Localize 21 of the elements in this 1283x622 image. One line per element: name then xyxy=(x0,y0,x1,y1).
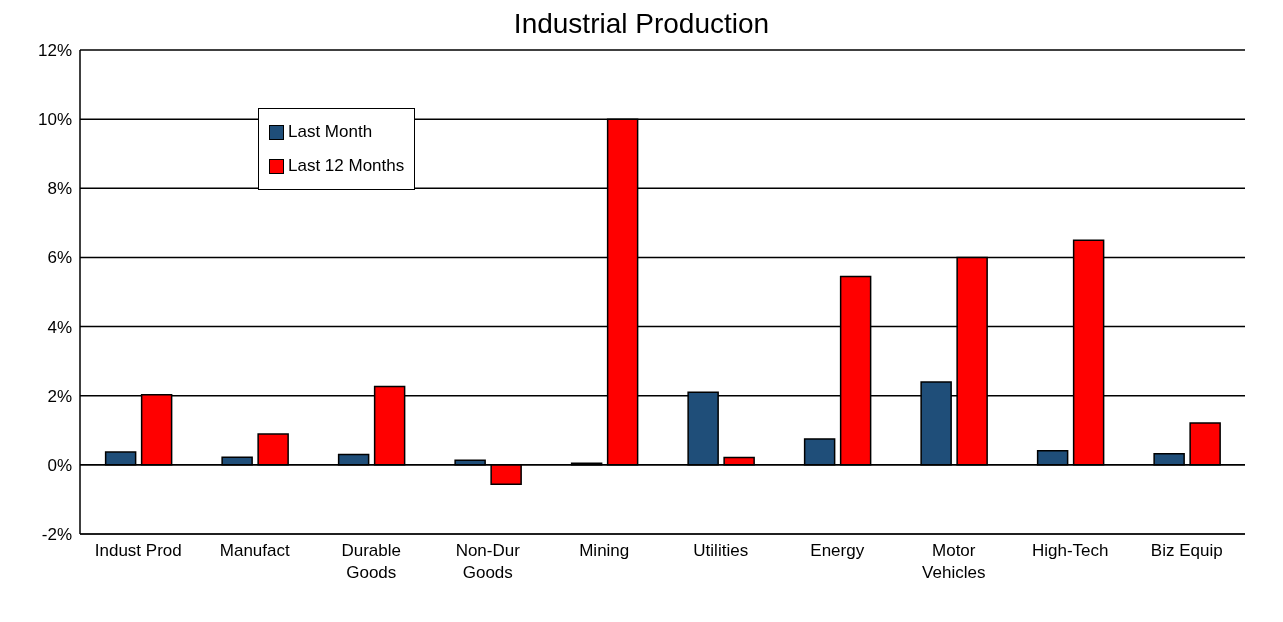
x-tick-label: Manufact xyxy=(219,541,290,560)
x-tick-label: Utilities xyxy=(693,541,749,560)
y-tick-label: 10% xyxy=(37,110,72,130)
y-tick-label: -2% xyxy=(41,525,72,545)
y-tick-label: 4% xyxy=(47,317,72,337)
x-tick-label: Energy xyxy=(810,541,865,560)
y-tick-label: 6% xyxy=(47,248,72,268)
x-tick-label: Durable Goods xyxy=(341,541,402,582)
x-tick-label: Biz Equip xyxy=(1150,541,1223,560)
y-tick-label: 8% xyxy=(47,179,72,199)
legend-label: Last Month xyxy=(288,122,373,142)
x-tick-label: Mining xyxy=(579,541,630,560)
x-tick-label: Motor Vehicles xyxy=(922,541,986,582)
chart-title: Industrial Production xyxy=(513,8,770,39)
y-tick-label: 2% xyxy=(47,386,72,406)
x-tick-label: Indust Prod xyxy=(94,541,182,560)
legend-label: Last 12 Months xyxy=(288,156,405,176)
y-tick-label: 0% xyxy=(47,455,72,475)
x-tick-label: High-Tech xyxy=(1031,541,1109,560)
y-tick-label: 12% xyxy=(37,41,72,61)
x-tick-label: Non-Dur Goods xyxy=(455,541,521,582)
